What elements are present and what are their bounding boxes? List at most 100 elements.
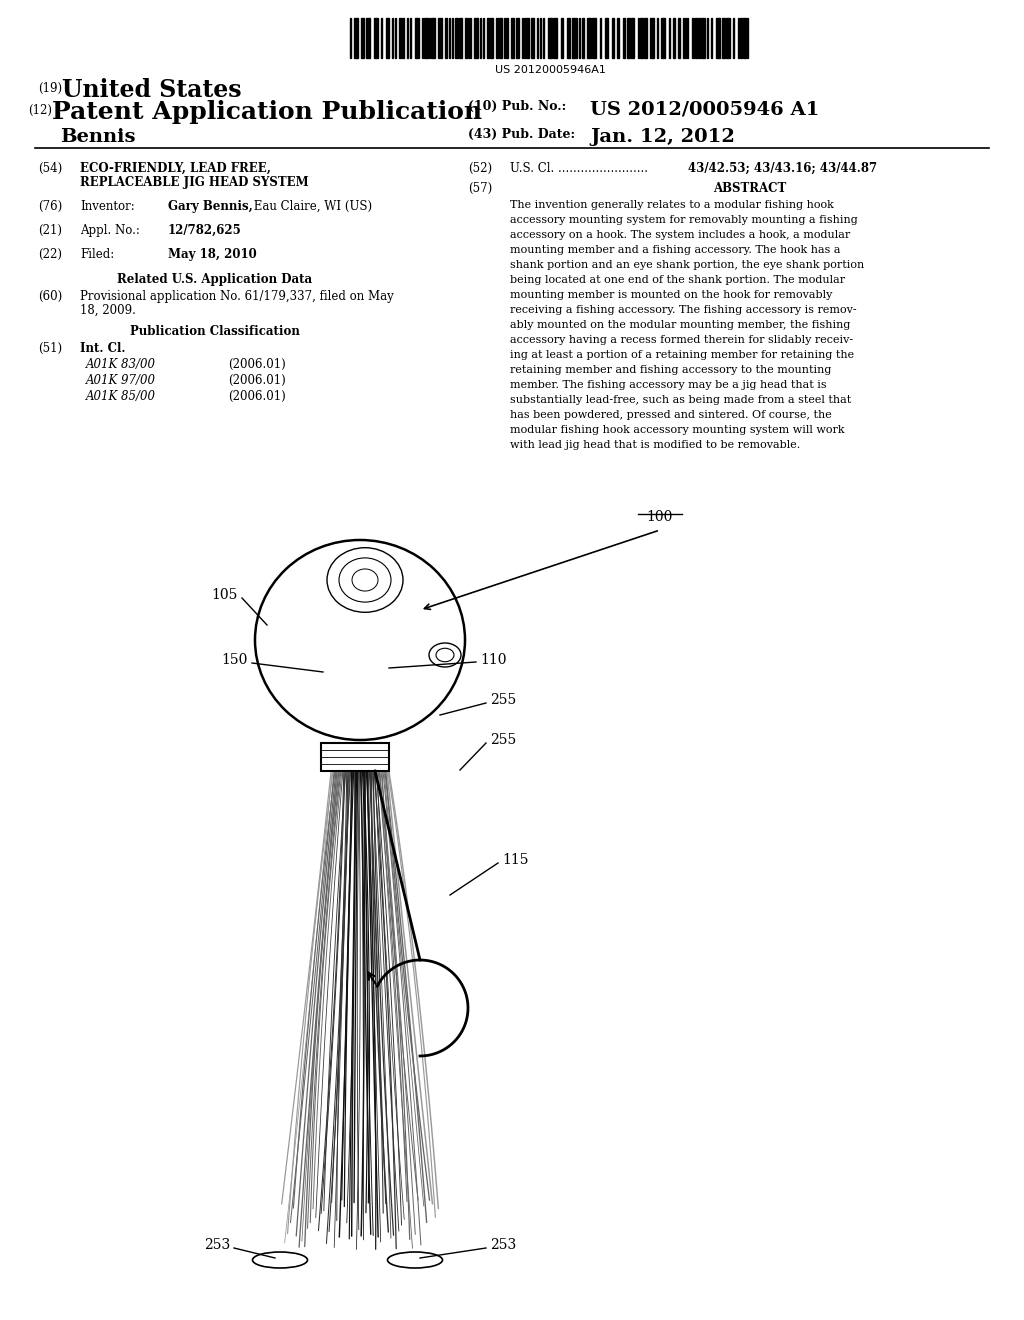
- Bar: [616, 18, 620, 58]
- Text: Inventor:: Inventor:: [80, 201, 135, 213]
- Text: accessory mounting system for removably mounting a fishing: accessory mounting system for removably …: [510, 215, 858, 224]
- Bar: [386, 18, 389, 58]
- Text: U.S. Cl. ........................: U.S. Cl. ........................: [510, 162, 648, 176]
- Bar: [530, 18, 534, 58]
- Text: (76): (76): [38, 201, 62, 213]
- Bar: [605, 18, 608, 58]
- Bar: [673, 18, 675, 58]
- Bar: [496, 18, 499, 58]
- Text: United States: United States: [62, 78, 242, 102]
- Bar: [561, 18, 563, 58]
- Text: ably mounted on the modular mounting member, the fishing: ably mounted on the modular mounting mem…: [510, 319, 850, 330]
- Text: 255: 255: [490, 693, 516, 708]
- Bar: [740, 18, 741, 58]
- Bar: [644, 18, 647, 58]
- Text: REPLACEABLE JIG HEAD SYSTEM: REPLACEABLE JIG HEAD SYSTEM: [80, 176, 308, 189]
- Text: Jan. 12, 2012: Jan. 12, 2012: [590, 128, 735, 147]
- Text: ABSTRACT: ABSTRACT: [714, 182, 786, 195]
- Text: 255: 255: [490, 733, 516, 747]
- Text: member. The fishing accessory may be a jig head that is: member. The fishing accessory may be a j…: [510, 380, 826, 389]
- Text: Filed:: Filed:: [80, 248, 115, 261]
- Bar: [553, 18, 557, 58]
- Text: 150: 150: [221, 653, 248, 667]
- Text: Publication Classification: Publication Classification: [130, 325, 300, 338]
- Bar: [474, 18, 478, 58]
- Text: 18, 2009.: 18, 2009.: [80, 304, 136, 317]
- Bar: [662, 18, 666, 58]
- Bar: [737, 18, 739, 58]
- Text: (2006.01): (2006.01): [228, 389, 286, 403]
- Text: A01K 83/00: A01K 83/00: [86, 358, 156, 371]
- Text: Int. Cl.: Int. Cl.: [80, 342, 126, 355]
- Bar: [640, 18, 643, 58]
- Bar: [402, 18, 404, 58]
- Text: (60): (60): [38, 290, 62, 304]
- Bar: [691, 18, 694, 58]
- Text: receiving a fishing accessory. The fishing accessory is remov-: receiving a fishing accessory. The fishi…: [510, 305, 857, 315]
- Text: A01K 85/00: A01K 85/00: [86, 389, 156, 403]
- Text: (2006.01): (2006.01): [228, 358, 286, 371]
- Text: (43) Pub. Date:: (43) Pub. Date:: [468, 128, 575, 141]
- Bar: [438, 18, 442, 58]
- Bar: [716, 18, 720, 58]
- Bar: [486, 18, 489, 58]
- Text: 253: 253: [204, 1238, 230, 1251]
- Bar: [678, 18, 680, 58]
- Bar: [399, 18, 401, 58]
- Bar: [726, 18, 730, 58]
- Text: May 18, 2010: May 18, 2010: [168, 248, 257, 261]
- Text: 110: 110: [480, 653, 507, 667]
- Bar: [424, 18, 428, 58]
- Bar: [743, 18, 745, 58]
- Bar: [445, 18, 446, 58]
- Bar: [722, 18, 725, 58]
- Bar: [638, 18, 639, 58]
- Text: ECO-FRIENDLY, LEAD FREE,: ECO-FRIENDLY, LEAD FREE,: [80, 162, 271, 176]
- Bar: [627, 18, 630, 58]
- Bar: [572, 18, 574, 58]
- Text: (52): (52): [468, 162, 493, 176]
- Text: (19): (19): [38, 82, 62, 95]
- Text: (2006.01): (2006.01): [228, 374, 286, 387]
- Bar: [456, 18, 458, 58]
- Text: (51): (51): [38, 342, 62, 355]
- Bar: [431, 18, 435, 58]
- Text: accessory having a recess formed therein for slidably receiv-: accessory having a recess formed therein…: [510, 335, 853, 345]
- Bar: [612, 18, 613, 58]
- Text: ing at least a portion of a retaining member for retaining the: ing at least a portion of a retaining me…: [510, 350, 854, 360]
- Bar: [624, 18, 625, 58]
- Text: mounting member and a fishing accessory. The hook has a: mounting member and a fishing accessory.…: [510, 246, 841, 255]
- Text: 105: 105: [212, 587, 238, 602]
- Text: 253: 253: [490, 1238, 516, 1251]
- Text: Appl. No.:: Appl. No.:: [80, 224, 140, 238]
- Text: Gary Bennis,: Gary Bennis,: [168, 201, 253, 213]
- Text: US 20120005946A1: US 20120005946A1: [495, 65, 605, 75]
- Text: Related U.S. Application Data: Related U.S. Application Data: [118, 273, 312, 286]
- Text: with lead jig head that is modified to be removable.: with lead jig head that is modified to b…: [510, 440, 800, 450]
- Text: (12): (12): [28, 104, 52, 117]
- Bar: [490, 18, 494, 58]
- Text: Patent Application Publication: Patent Application Publication: [52, 100, 482, 124]
- Bar: [583, 18, 584, 58]
- Bar: [511, 18, 514, 58]
- Bar: [460, 18, 462, 58]
- Text: accessory on a hook. The system includes a hook, a modular: accessory on a hook. The system includes…: [510, 230, 850, 240]
- Bar: [321, 743, 389, 771]
- Bar: [698, 18, 699, 58]
- Text: The invention generally relates to a modular fishing hook: The invention generally relates to a mod…: [510, 201, 834, 210]
- Bar: [695, 18, 696, 58]
- Text: being located at one end of the shank portion. The modular: being located at one end of the shank po…: [510, 275, 845, 285]
- Text: modular fishing hook accessory mounting system will work: modular fishing hook accessory mounting …: [510, 425, 845, 436]
- Text: (54): (54): [38, 162, 62, 176]
- Text: (57): (57): [468, 182, 493, 195]
- Text: substantially lead-free, such as being made from a steel that: substantially lead-free, such as being m…: [510, 395, 851, 405]
- Bar: [361, 18, 364, 58]
- Bar: [600, 18, 601, 58]
- Bar: [506, 18, 508, 58]
- Bar: [540, 18, 542, 58]
- Text: 43/42.53; 43/43.16; 43/44.87: 43/42.53; 43/43.16; 43/44.87: [688, 162, 878, 176]
- Bar: [516, 18, 519, 58]
- Bar: [465, 18, 467, 58]
- Bar: [592, 18, 596, 58]
- Text: (22): (22): [38, 248, 62, 261]
